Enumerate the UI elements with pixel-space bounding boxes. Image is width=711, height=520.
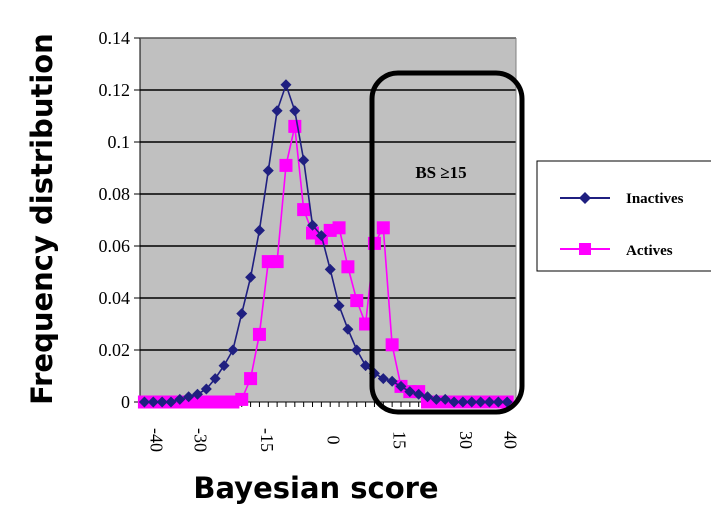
point-inactives	[147, 396, 159, 408]
point-actives	[235, 392, 249, 406]
legend-item-inactives: Inactives	[560, 191, 684, 207]
y-tick-label: 0	[121, 392, 130, 412]
point-inactives	[289, 105, 301, 117]
point-inactives	[280, 79, 292, 91]
point-actives	[297, 203, 311, 217]
point-actives	[288, 119, 302, 133]
y-tick-label: 0.04	[99, 288, 131, 308]
point-actives	[279, 158, 293, 172]
point-inactives	[351, 344, 363, 356]
point-inactives	[245, 271, 257, 283]
x-tick-label: 0	[323, 436, 343, 445]
point-inactives	[192, 388, 204, 400]
point-inactives	[439, 393, 451, 405]
bs-threshold-label: BS ≥15	[415, 163, 466, 182]
point-actives	[252, 327, 266, 341]
y-tick-label: 0.02	[99, 340, 131, 360]
x-tick-label: 15	[390, 431, 410, 449]
point-actives	[332, 221, 346, 235]
point-inactives	[483, 396, 495, 408]
point-inactives	[430, 393, 442, 405]
point-actives	[244, 372, 258, 386]
x-tick-label: -30	[191, 428, 211, 452]
y-axis-title: Frequency distribution	[25, 33, 59, 405]
point-inactives	[236, 308, 248, 320]
y-tick-label: 0.12	[99, 80, 131, 100]
point-inactives	[360, 360, 372, 372]
series-layer	[137, 79, 514, 409]
point-inactives	[253, 224, 265, 236]
point-inactives	[227, 344, 239, 356]
x-tick-label: 40	[500, 431, 520, 449]
point-inactives	[315, 230, 327, 242]
point-actives	[385, 338, 399, 352]
point-inactives	[271, 105, 283, 117]
point-inactives	[200, 383, 212, 395]
point-inactives	[174, 393, 186, 405]
point-inactives	[324, 263, 336, 275]
point-inactives	[377, 373, 389, 385]
point-actives	[341, 260, 355, 274]
point-inactives	[138, 396, 150, 408]
point-inactives	[333, 300, 345, 312]
point-inactives	[422, 391, 434, 403]
point-inactives	[183, 391, 195, 403]
point-inactives	[307, 219, 319, 231]
y-tick-label: 0.08	[99, 184, 131, 204]
legend-actives-label: Actives	[626, 243, 673, 259]
point-inactives	[262, 165, 274, 177]
x-tick-label: -15	[257, 428, 277, 452]
point-inactives	[475, 396, 487, 408]
point-inactives	[165, 396, 177, 408]
point-inactives	[342, 323, 354, 335]
legend: Inactives Actives	[536, 160, 711, 272]
legend-item-actives: Actives	[560, 243, 673, 259]
point-actives	[270, 255, 284, 269]
y-tick-label: 0.1	[108, 132, 131, 152]
x-axis-title: Bayesian score	[193, 471, 438, 505]
point-actives	[376, 221, 390, 235]
x-tick-label: 30	[456, 431, 476, 449]
point-inactives	[492, 396, 504, 408]
legend-inactives-label: Inactives	[626, 191, 684, 207]
point-actives	[350, 294, 364, 308]
point-inactives	[404, 386, 416, 398]
x-tick-label: -40	[146, 428, 166, 452]
point-inactives	[156, 396, 168, 408]
point-inactives	[298, 154, 310, 166]
plot-area	[140, 38, 516, 402]
point-inactives	[501, 396, 513, 408]
y-tick-labels: 0 0.02 0.04 0.06 0.08 0.1 0.12 0.14	[99, 28, 131, 412]
point-inactives	[457, 396, 469, 408]
y-tick-label: 0.06	[99, 236, 131, 256]
point-inactives	[395, 380, 407, 392]
legend-actives-marker	[579, 243, 591, 255]
y-tick-label: 0.14	[99, 28, 131, 48]
point-inactives	[386, 375, 398, 387]
point-inactives	[413, 388, 425, 400]
point-inactives	[466, 396, 478, 408]
point-inactives	[209, 373, 221, 385]
legend-inactives-marker	[579, 192, 591, 204]
point-actives	[359, 317, 373, 331]
x-tick-labels: -40 -30 -15 0 15 30 40	[146, 428, 520, 452]
point-inactives	[218, 360, 230, 372]
point-inactives	[448, 396, 460, 408]
bs-threshold-box	[369, 70, 525, 415]
